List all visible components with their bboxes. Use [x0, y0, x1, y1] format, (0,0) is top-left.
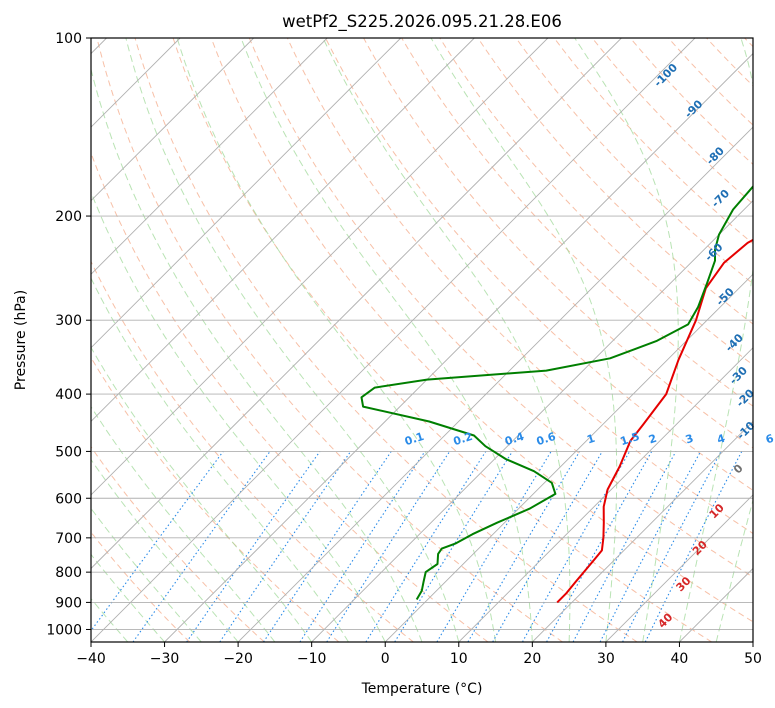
sounding-lines [360, 185, 753, 604]
y-tick-label: 400 [55, 387, 82, 403]
mixing-ratio-line [299, 451, 426, 642]
moist-adiabat [240, 38, 533, 642]
plot-frame [90, 37, 754, 643]
x-tick-label: 10 [450, 651, 468, 667]
y-tick-label: 600 [55, 491, 82, 507]
dry-adiabat [91, 356, 340, 642]
x-tick-label: −10 [297, 651, 327, 667]
isotherm-gridline [237, 126, 753, 642]
mixing-ratio-line [326, 451, 451, 642]
moist-adiabat [91, 346, 313, 642]
mixing-ratio-label: 0.4 [503, 430, 526, 448]
mixing-ratio-label: 6 [764, 432, 775, 447]
moist-adiabat [91, 190, 386, 642]
dry-adiabat [286, 38, 753, 535]
mixing-ratio-line [644, 451, 743, 642]
moist-adiabat [430, 38, 618, 642]
mixing-ratio-label: 2 [647, 432, 658, 447]
mixing-ratio-line [546, 451, 653, 642]
mixing-ratio-line [91, 451, 224, 632]
mixing-ratio-label: 1 [585, 432, 596, 447]
isotherm-gridline [91, 38, 328, 275]
isotherm-gridline [91, 38, 549, 496]
moist-adiabat [574, 38, 679, 642]
mixing-ratio-line [522, 451, 631, 642]
x-tick-label: 50 [744, 651, 762, 667]
isotherm-gridline [91, 38, 622, 570]
isotherm-gridline [91, 38, 475, 422]
moist-adiabat [91, 67, 423, 642]
mixing-ratio-line [394, 451, 513, 642]
dry-adiabat [172, 38, 713, 642]
x-tick-label: 20 [523, 651, 541, 667]
mixing-ratio-label: 3 [684, 432, 695, 447]
axis-ticks: −40 −30 −20 −10 0 10 20 30 40 50 100 200 300 400 500 60… [46, 31, 762, 667]
moist-adiabat [125, 38, 460, 642]
isotherm-gridline [91, 38, 696, 642]
reference-lines [91, 38, 753, 642]
isotherm-gridline [91, 38, 402, 349]
chart-title: wetPf2_S225.2026.095.21.28.E06 [282, 12, 562, 32]
temperature-line [556, 238, 753, 604]
dry-adiabat [210, 38, 753, 623]
mixing-ratio-line [219, 451, 352, 642]
moist-adiabat [91, 458, 239, 642]
isotherm-gridline [532, 420, 753, 642]
dry-adiabat [134, 38, 638, 642]
dry-adiabat [515, 38, 753, 285]
y-axis-label: Pressure (hPa) [13, 290, 29, 390]
mixing-ratio-line [572, 451, 677, 642]
mixing-ratio-label: 0.2 [452, 430, 475, 448]
moist-adiabat [322, 38, 571, 642]
mixing-ratio-line [186, 451, 321, 642]
isotherm-gridline [91, 38, 254, 202]
isotherm-gridline [458, 347, 753, 642]
y-tick-label: 200 [55, 209, 82, 225]
moist-adiabat [91, 405, 276, 642]
mixing-ratio-label: 1.5 [619, 430, 642, 448]
dewpoint-line [360, 185, 753, 601]
dry-adiabat [91, 260, 414, 642]
y-tick-label: 700 [55, 531, 82, 547]
dry-adiabat [248, 38, 753, 578]
y-tick-label: 800 [55, 565, 82, 581]
mixing-ratio-label: 0.1 [403, 430, 426, 448]
grid [91, 38, 753, 642]
moist-adiabat [91, 277, 349, 642]
x-tick-label: −40 [76, 651, 106, 667]
x-tick-label: 0 [381, 651, 390, 667]
isotherm-gridline [311, 200, 753, 642]
mixing-ratio-line [263, 451, 392, 642]
x-tick-label: −30 [150, 651, 180, 667]
isotherm-gridline [605, 494, 753, 642]
y-tick-label: 100 [55, 31, 82, 47]
moist-adiabat [91, 507, 202, 642]
x-tick-label: −20 [223, 651, 253, 667]
y-tick-label: 300 [55, 313, 82, 329]
x-tick-label: 40 [671, 651, 689, 667]
y-tick-label: 900 [55, 595, 82, 611]
isotherm-gridline [164, 52, 753, 642]
dry-adiabat [96, 38, 563, 642]
y-tick-label: 500 [55, 444, 82, 460]
dry-adiabat [325, 38, 753, 491]
dry-adiabat [91, 445, 265, 642]
y-tick-label: 1000 [46, 622, 82, 638]
mixing-ratio-label: 4 [715, 432, 727, 447]
moist-adiabat [91, 598, 129, 642]
x-tick-label: 30 [597, 651, 615, 667]
x-axis-label: Temperature (°C) [361, 681, 483, 697]
isotherm-gridline [752, 641, 753, 642]
mixing-ratio-label: 0.6 [535, 430, 558, 448]
moist-adiabat [91, 553, 165, 642]
moist-adiabat [678, 38, 753, 642]
plot-background [91, 38, 753, 642]
